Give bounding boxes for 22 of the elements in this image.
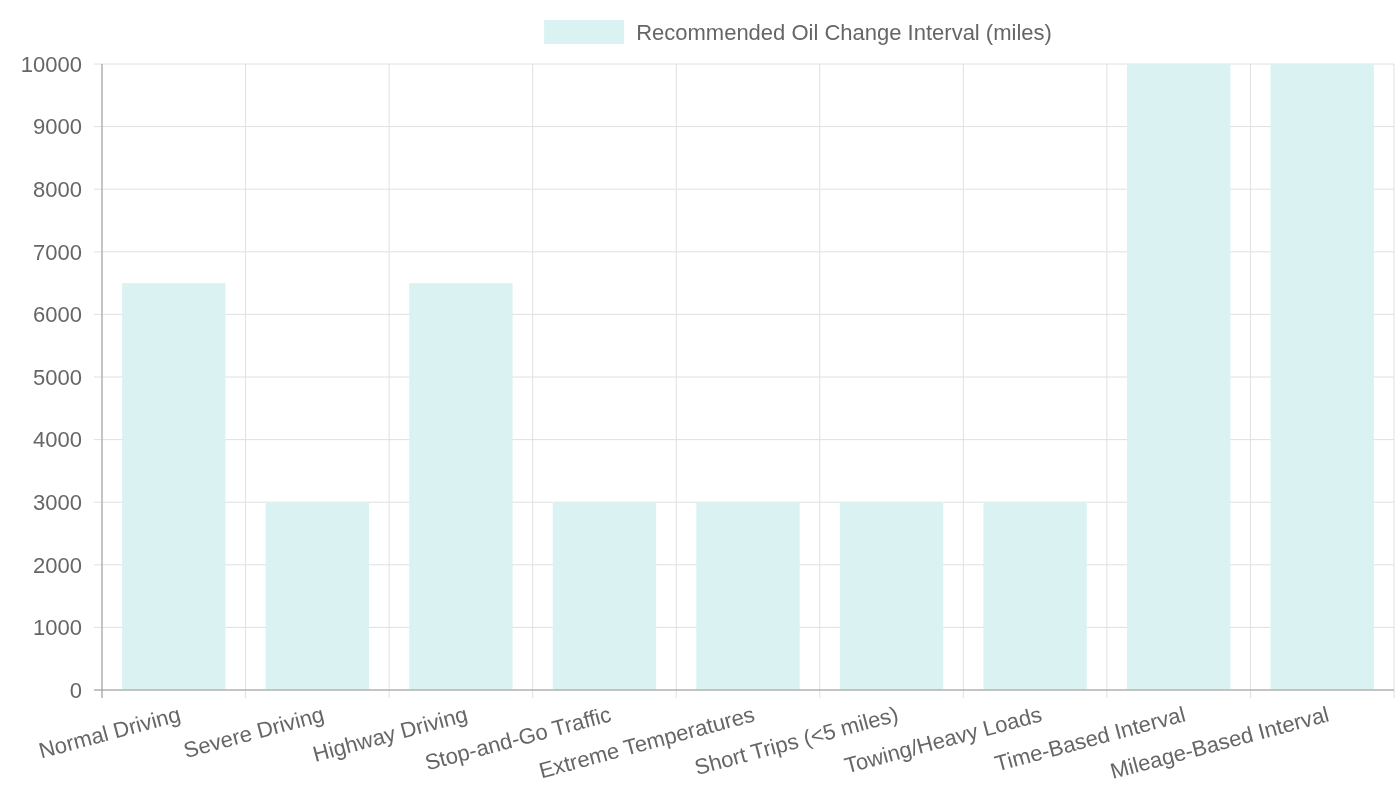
bar	[983, 502, 1087, 690]
x-tick-label: Normal Driving	[36, 701, 184, 764]
y-tick-label: 3000	[33, 489, 82, 515]
bar	[265, 502, 370, 690]
y-tick-label: 6000	[33, 302, 82, 328]
y-tick-label: 0	[69, 677, 82, 703]
y-tick-label: 8000	[33, 176, 82, 202]
bar	[839, 502, 944, 690]
bar	[552, 502, 657, 690]
bar	[696, 502, 800, 690]
y-tick-label: 2000	[33, 552, 82, 578]
legend-label: Recommended Oil Change Interval (miles)	[636, 19, 1052, 45]
bar	[122, 283, 226, 690]
y-tick-label: 10000	[20, 51, 82, 77]
bar	[1126, 64, 1231, 690]
y-tick-label: 1000	[33, 615, 82, 641]
bar	[1270, 64, 1374, 690]
bar	[409, 283, 513, 690]
y-tick-label: 9000	[33, 114, 82, 140]
y-tick-label: 4000	[33, 427, 82, 453]
y-tick-label: 5000	[33, 364, 82, 390]
y-tick-label: 7000	[33, 239, 82, 265]
